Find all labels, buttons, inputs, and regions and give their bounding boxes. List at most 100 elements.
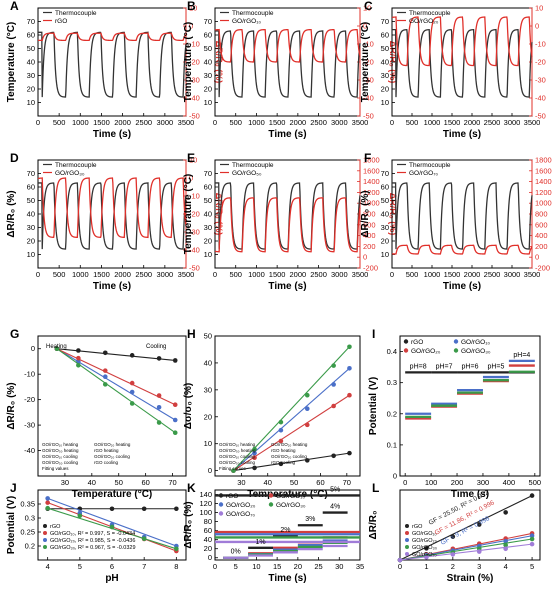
y2-tick-label: -50 [189, 264, 200, 273]
y-tick-label: 70 [381, 17, 389, 26]
y-tick-label: -40 [24, 446, 35, 455]
x-tick-label: 3500 [352, 118, 369, 127]
legend: GO/rGO₁₀ heating GO/rGO₂₀ heating GO/rGO₃₀… [219, 442, 308, 471]
legend-entry: GO/rGO₃₀ heating [42, 448, 79, 453]
x-tick-label: 30 [237, 478, 245, 487]
y-tick-label: 0 [393, 472, 397, 481]
data-point [174, 546, 179, 552]
legend-entry: GO/rGO₁₀ [461, 339, 490, 346]
panel-letter: I [372, 327, 375, 341]
y-tick-label: 40 [27, 58, 35, 67]
y-tick-label: 0.3 [387, 378, 397, 387]
x-tick-label: 3500 [524, 270, 541, 279]
y2-tick-label: 1000 [363, 199, 380, 208]
y-tick-label: 0 [208, 466, 212, 475]
x-tick-label: 60 [316, 478, 324, 487]
step-label: pH=5 [487, 363, 504, 370]
legend-marker [405, 524, 409, 528]
x-tick-label: 0 [213, 118, 217, 127]
y2-tick-label: 200 [535, 242, 548, 251]
x-tick-label: 2500 [484, 118, 501, 127]
y2-tick-label: -30 [189, 76, 200, 85]
x-axis-label: Time (s) [451, 489, 489, 500]
x-tick-label: 1 [424, 562, 428, 571]
legend-entry: GO/rGO₁₀ [276, 493, 305, 500]
x-tick-label: 0 [213, 270, 217, 279]
data-point [231, 468, 236, 473]
y-tick-label: -20 [24, 395, 35, 404]
x-tick-label: 3000 [157, 270, 174, 279]
y-tick-label: 80 [204, 517, 212, 526]
y-tick-label: 30 [381, 71, 389, 80]
y-tick-label: 10 [381, 98, 389, 107]
y-tick-label: 120 [199, 499, 212, 508]
y-tick-label: 0 [31, 344, 35, 353]
x-tick-label: 0 [213, 562, 217, 571]
panel-h: H304050607001020304050Temperature (°C)Δσ… [183, 327, 361, 500]
x-tick-label: 25 [314, 562, 322, 571]
data-point [45, 500, 50, 505]
x-tick-label: 1500 [269, 118, 286, 127]
y2-tick-label: 10 [189, 4, 197, 13]
legend-entry: rGO heating [271, 448, 296, 453]
x-tick-label: 2500 [135, 118, 152, 127]
panel-letter: K [187, 481, 196, 495]
data-point [141, 506, 147, 512]
y2-tick-label: -20 [535, 58, 546, 67]
data-point [109, 506, 115, 512]
y-tick-label: 60 [381, 183, 389, 192]
data-point [529, 493, 535, 498]
y-tick-label: 30 [204, 71, 212, 80]
series-sensor-line [214, 197, 361, 253]
x-tick-label: 0 [390, 118, 394, 127]
data-point [347, 450, 352, 456]
data-point [129, 401, 135, 406]
y-tick-label: 70 [381, 169, 389, 178]
legend-entry: GO/rGO₂₀ cooling [271, 454, 307, 459]
legend-entry: Thermocouple [232, 162, 274, 169]
plot-frame [37, 335, 187, 477]
x-tick-label: 1000 [72, 118, 89, 127]
legend-entry: GO/rGO₁₀ cooling [42, 454, 78, 459]
legend-entry: Fitting curves [219, 466, 247, 471]
y-tick-label: 60 [204, 526, 212, 535]
y-tick-label: 60 [27, 183, 35, 192]
series-3 [45, 505, 179, 552]
x-tick-label: 3000 [157, 118, 174, 127]
data-point [347, 344, 352, 350]
fit-line [399, 538, 533, 561]
legend-entry: GO/rGO₁₀ [232, 18, 261, 25]
x-tick-label: 2500 [310, 270, 327, 279]
x-tick-label: 1500 [269, 270, 286, 279]
y2-tick-label: -50 [535, 112, 546, 121]
legend-entry: Thermocouple [409, 162, 451, 169]
panel-letter: J [10, 481, 17, 495]
data-point [129, 380, 135, 386]
legend-entry: rGO [226, 493, 238, 500]
panel-f: F0 500 1000 1500 2000 2500 3000 350010203040506… [360, 151, 552, 292]
legend-entry: GO/rGO₁₀ heating [219, 442, 256, 447]
legend-marker [218, 511, 224, 516]
y-tick-label: 40 [204, 58, 212, 67]
data-point [45, 496, 50, 501]
x-tick-label: 2000 [290, 270, 307, 279]
y-tick-label: 10 [27, 250, 35, 259]
y-tick-label: 40 [381, 210, 389, 219]
y2-tick-label: 1800 [535, 156, 552, 165]
y-tick-label: 0 [208, 553, 212, 562]
legend-marker [218, 502, 224, 507]
legend-entry: GO/rGO₂₀ [411, 348, 441, 355]
x-tick-label: 3500 [524, 118, 541, 127]
x-tick-label: 2000 [114, 270, 131, 279]
y2-tick-label: 0 [363, 22, 367, 31]
legend-entry: GO/rGO₃₀ [461, 348, 491, 355]
y2-tick-label: 10 [189, 156, 197, 165]
data-point [172, 358, 178, 363]
panel-e: E0 500 1000 1500 2000 2500 3000 350010203040506… [183, 151, 398, 292]
x-tick-label: 5 [234, 562, 238, 571]
y2-tick-label: -20 [189, 210, 200, 219]
